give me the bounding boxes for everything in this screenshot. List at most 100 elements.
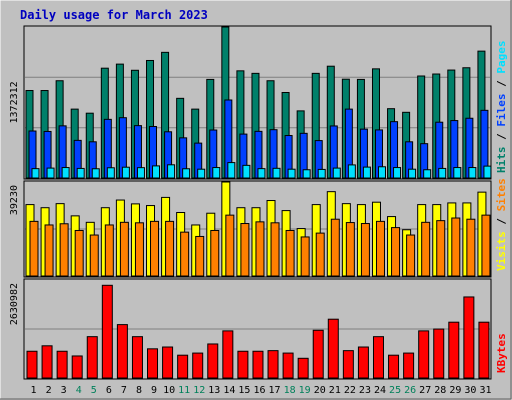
bar-kbytes-day-24 [372, 336, 384, 379]
side-label-part: / [495, 74, 508, 94]
x-tick-label-day-2: 2 [46, 385, 52, 396]
bar-sites-day-5 [89, 234, 99, 277]
x-tick-label-day-8: 8 [136, 385, 142, 396]
bar-pages-day-4 [76, 167, 85, 179]
x-tick-label-day-11: 11 [178, 385, 190, 396]
x-tick-label-day-25: 25 [389, 385, 401, 396]
x-tick-label-day-4: 4 [76, 385, 82, 396]
bar-sites-day-26 [406, 234, 416, 277]
bar-pages-day-14 [227, 162, 236, 179]
bar-kbytes-day-22 [342, 350, 354, 379]
bar-sites-day-12 [195, 235, 205, 277]
x-tick-label-day-21: 21 [329, 385, 341, 396]
bar-sites-day-18 [285, 229, 295, 277]
bar-pages-day-15 [242, 164, 251, 179]
x-tick-label-day-13: 13 [208, 385, 220, 396]
bar-pages-day-8 [136, 167, 145, 179]
bar-kbytes-day-11 [177, 354, 189, 379]
x-tick-label-day-15: 15 [238, 385, 250, 396]
bar-pages-day-10 [167, 164, 176, 179]
x-tick-label-day-14: 14 [223, 385, 235, 396]
bar-sites-day-20 [315, 232, 325, 277]
bar-kbytes-day-28 [433, 328, 445, 379]
bar-sites-day-25 [391, 227, 401, 277]
bar-pages-day-29 [453, 167, 462, 179]
x-tick-label-day-23: 23 [359, 385, 371, 396]
bar-kbytes-day-17 [267, 350, 279, 379]
panel-top-side-label: Hits / Files / Pages [495, 41, 508, 174]
bar-sites-day-3 [59, 223, 69, 277]
panel-middle-ymax-label: 39230 [9, 185, 20, 215]
x-tick-label-day-17: 17 [269, 385, 281, 396]
bar-kbytes-day-25 [388, 354, 400, 379]
bar-sites-day-27 [421, 221, 431, 277]
x-tick-label-day-3: 3 [61, 385, 67, 396]
bar-sites-day-11 [180, 231, 190, 277]
bar-sites-day-29 [451, 217, 461, 277]
panel-bottom-side-label: KBytes [495, 333, 508, 373]
bar-kbytes-day-19 [297, 357, 309, 379]
bar-kbytes-day-29 [448, 321, 460, 379]
x-tick-label-day-7: 7 [121, 385, 127, 396]
bar-pages-day-1 [31, 168, 40, 179]
panel-top: 1372312 Hits / Files / Pages [9, 25, 508, 180]
bar-kbytes-day-6 [101, 284, 113, 379]
panel-middle-side-label: Visits / Sites [495, 178, 508, 271]
bar-pages-day-24 [377, 166, 386, 179]
bar-sites-day-14 [225, 214, 235, 277]
bar-kbytes-day-4 [71, 355, 83, 379]
x-tick-label-day-9: 9 [151, 385, 157, 396]
bar-kbytes-day-20 [312, 329, 324, 379]
bar-sites-day-30 [466, 218, 476, 277]
x-tick-label-day-29: 29 [449, 385, 461, 396]
bar-sites-day-23 [360, 223, 370, 277]
bar-sites-day-31 [481, 214, 491, 277]
series-kbytes [26, 284, 490, 379]
x-tick-label-day-19: 19 [299, 385, 311, 396]
bar-pages-day-2 [46, 167, 55, 179]
bar-pages-day-19 [302, 169, 311, 179]
side-label-part: Pages [495, 41, 508, 74]
x-tick-label-day-30: 30 [464, 385, 476, 396]
bar-pages-day-12 [197, 168, 206, 179]
chart-title: Daily usage for March 2023 [20, 8, 208, 22]
x-tick-label-day-27: 27 [419, 385, 431, 396]
x-tick-label-day-24: 24 [374, 385, 386, 396]
bar-sites-day-16 [255, 221, 265, 277]
bar-pages-day-30 [468, 167, 477, 179]
bar-pages-day-31 [483, 165, 492, 179]
panel-bottom-ymax-label: 2630982 [9, 283, 20, 325]
x-tick-label-day-28: 28 [434, 385, 446, 396]
bar-kbytes-day-16 [252, 350, 264, 379]
bar-sites-day-7 [119, 221, 129, 277]
bar-kbytes-day-21 [327, 318, 339, 379]
bar-pages-day-5 [91, 168, 100, 179]
side-label-part: / [495, 211, 508, 231]
panel-middle: 39230 Visits / Sites [9, 178, 508, 278]
bar-pages-day-23 [362, 166, 371, 179]
bar-pages-day-3 [61, 167, 70, 179]
series-pages [31, 162, 492, 179]
x-tick-label-day-20: 20 [314, 385, 326, 396]
bar-kbytes-day-18 [282, 352, 294, 379]
side-label-part: Files [495, 94, 508, 127]
bar-kbytes-day-13 [207, 343, 219, 379]
bar-pages-day-6 [106, 167, 115, 179]
bar-kbytes-day-3 [56, 350, 68, 379]
bar-pages-day-20 [317, 168, 326, 179]
x-tick-label-day-31: 31 [479, 385, 491, 396]
bar-sites-day-17 [270, 222, 280, 277]
x-tick-label-day-1: 1 [31, 385, 37, 396]
x-tick-label-day-10: 10 [163, 385, 175, 396]
bar-kbytes-day-23 [357, 346, 369, 379]
bar-sites-day-21 [330, 218, 340, 277]
series-sites [29, 214, 491, 277]
bar-pages-day-26 [408, 168, 417, 179]
bar-pages-day-27 [423, 169, 432, 179]
bar-sites-day-1 [29, 220, 39, 277]
bar-kbytes-day-10 [162, 346, 174, 379]
bar-pages-day-22 [347, 164, 356, 179]
bar-kbytes-day-5 [86, 336, 98, 379]
